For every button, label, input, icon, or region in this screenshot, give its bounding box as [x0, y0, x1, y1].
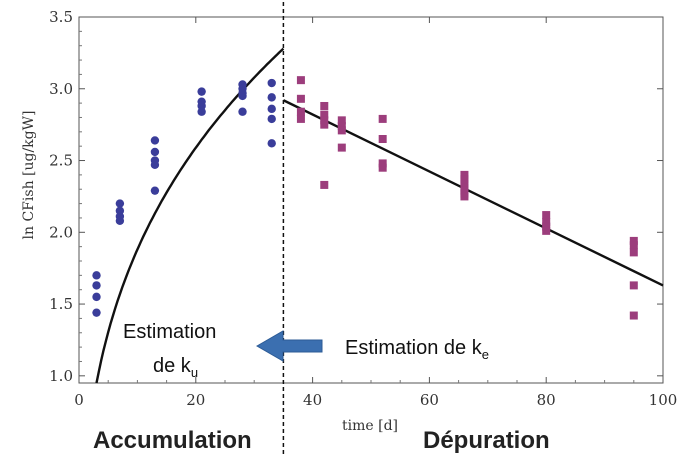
depuration-point [629, 311, 638, 320]
depuration-fit-line [282, 99, 664, 287]
x-tick-label: 100 [649, 391, 678, 409]
depuration-point [378, 135, 387, 143]
depuration-point [378, 163, 387, 172]
ticks-layer: 0 20 40 60 80 100 1.0 1.5 2.0 2.5 3.0 3.5 [49, 8, 677, 409]
uptake-point [267, 93, 276, 102]
depuration-point [460, 179, 469, 188]
depuration-point [629, 281, 638, 290]
depuration-point [337, 122, 346, 131]
depuration-point [296, 76, 305, 85]
depuration-point [296, 94, 305, 103]
uptake-point [150, 186, 160, 195]
depuration-point [296, 107, 305, 116]
uptake-point [197, 107, 206, 116]
x-axis-title: time [d] [342, 418, 398, 434]
y-axis-title: ln CFish [ug/kgW] [21, 111, 37, 240]
y-tick-label: 1.0 [49, 367, 73, 385]
x-tick-label: 80 [537, 391, 556, 409]
uptake-point [267, 139, 276, 148]
depuration-point [629, 241, 638, 250]
depuration-point [320, 110, 329, 119]
depuration-point [460, 170, 469, 179]
uptake-point [115, 199, 125, 208]
depuration-label: Dépuration [423, 427, 550, 454]
uptake-point [150, 160, 160, 170]
uptake-point [267, 104, 276, 114]
depuration-point [337, 116, 346, 125]
points-layer [92, 76, 638, 320]
uptake-point [267, 78, 276, 88]
depuration-point [629, 236, 638, 245]
x-tick-label: 60 [420, 391, 439, 409]
depuration-point [320, 116, 329, 125]
x-tick-label: 40 [303, 391, 322, 409]
ke-annotation-subscript: e [482, 347, 489, 362]
depuration-point [320, 101, 329, 110]
depuration-point [337, 143, 346, 152]
y-tick-label: 3.0 [49, 80, 73, 98]
y-tick-label: 2.0 [49, 223, 73, 241]
depuration-point [337, 126, 346, 135]
depuration-point [460, 175, 469, 184]
ke-annotation: Estimation de ke [345, 337, 489, 362]
uptake-point [92, 271, 101, 280]
uptake-point [197, 87, 206, 96]
uptake-point [197, 101, 206, 111]
depuration-point [542, 211, 551, 220]
y-tick-label: 2.5 [49, 152, 73, 170]
arrow-left-icon [255, 330, 323, 362]
uptake-point [115, 216, 125, 226]
depuration-point [320, 180, 329, 189]
uptake-point [238, 91, 247, 101]
depuration-point [542, 218, 551, 227]
depuration-point [542, 226, 551, 235]
uptake-point [150, 136, 160, 145]
uptake-point [92, 281, 101, 290]
uptake-point [267, 114, 276, 124]
depuration-point [378, 159, 387, 168]
ku-annotation-subscript: u [191, 365, 198, 380]
ku-annotation-text: de k [153, 355, 192, 377]
uptake-point [92, 308, 101, 317]
uptake-point [92, 292, 101, 302]
depuration-point [629, 248, 638, 257]
depuration-point [320, 120, 329, 129]
curves-layer [95, 47, 664, 384]
ku-annotation-line1: Estimation [123, 321, 216, 343]
y-tick-label: 1.5 [49, 295, 73, 313]
x-tick-label: 0 [74, 391, 84, 409]
ke-annotation-text: Estimation de k [345, 337, 483, 359]
depuration-point [460, 192, 469, 201]
ku-annotation-line2: de ku [153, 355, 198, 380]
uptake-curve [95, 47, 285, 384]
depuration-point [378, 114, 387, 123]
uptake-point [238, 107, 247, 116]
uptake-point [150, 147, 160, 157]
depuration-point [296, 114, 305, 123]
x-tick-label: 20 [186, 391, 205, 409]
depuration-point [542, 222, 551, 231]
uptake-point [115, 206, 125, 215]
accumulation-label: Accumulation [93, 427, 252, 454]
y-tick-label: 3.5 [49, 8, 73, 26]
